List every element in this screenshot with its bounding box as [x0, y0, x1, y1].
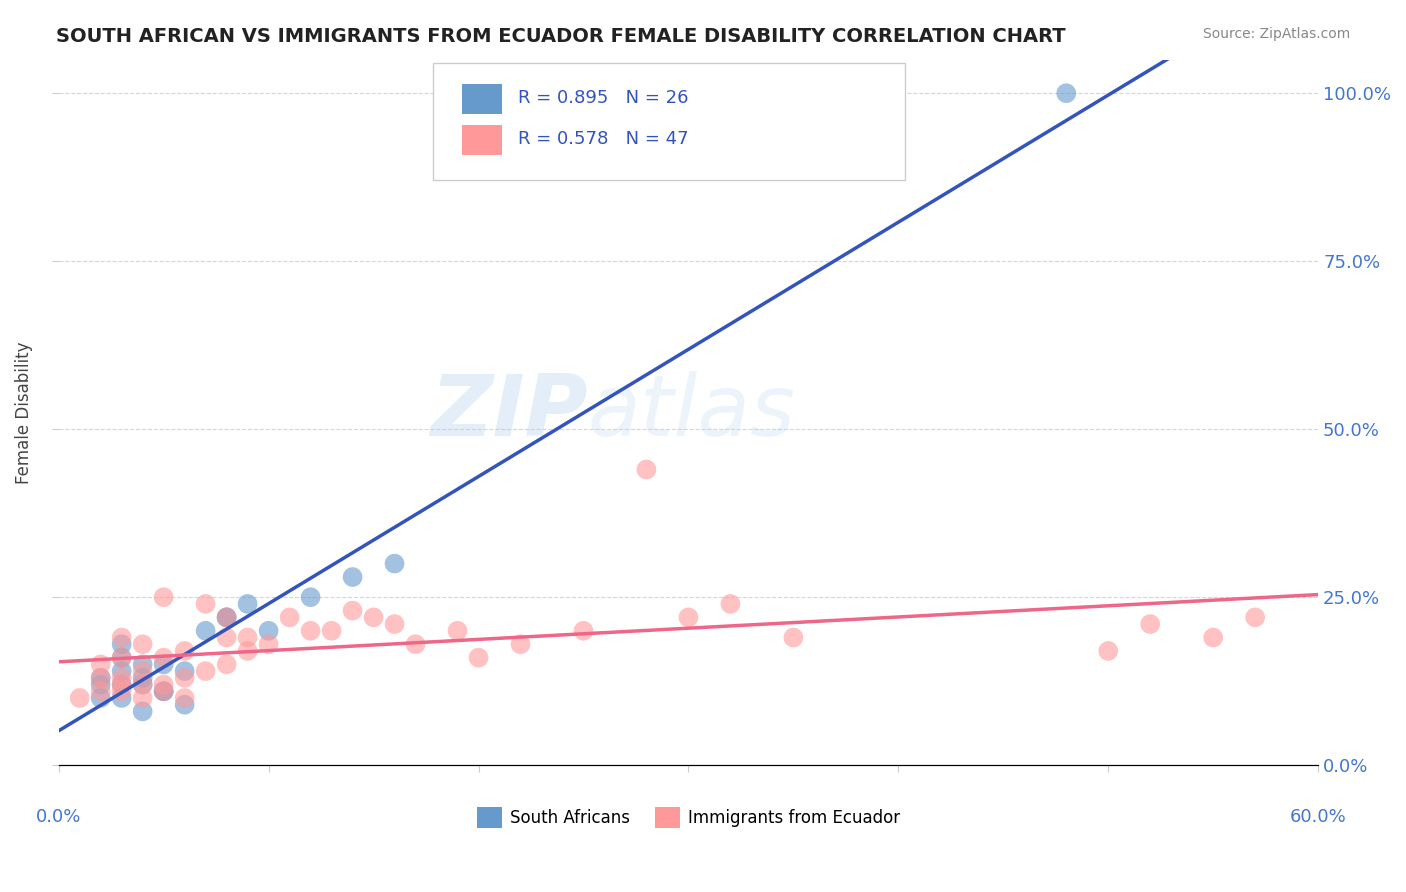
Point	[131, 705, 153, 719]
Point	[152, 677, 174, 691]
Point	[467, 650, 489, 665]
Point	[363, 610, 385, 624]
Point	[215, 610, 238, 624]
Point	[215, 610, 238, 624]
Text: R = 0.578   N = 47: R = 0.578 N = 47	[519, 130, 689, 148]
Point	[131, 671, 153, 685]
Point	[194, 624, 217, 638]
Point	[90, 657, 112, 672]
Point	[152, 657, 174, 672]
Point	[111, 671, 134, 685]
FancyBboxPatch shape	[433, 63, 905, 179]
Point	[384, 617, 406, 632]
Point	[69, 690, 91, 705]
Bar	[461, 125, 502, 155]
Point	[236, 631, 259, 645]
Point	[111, 637, 134, 651]
Legend: South Africans, Immigrants from Ecuador: South Africans, Immigrants from Ecuador	[470, 801, 907, 834]
Point	[1054, 86, 1077, 100]
Point	[782, 631, 804, 645]
Point	[131, 677, 153, 691]
Point	[111, 631, 134, 645]
Point	[111, 677, 134, 691]
Text: 0.0%: 0.0%	[37, 807, 82, 825]
Point	[152, 650, 174, 665]
Point	[405, 637, 427, 651]
Point	[173, 644, 195, 658]
Text: SOUTH AFRICAN VS IMMIGRANTS FROM ECUADOR FEMALE DISABILITY CORRELATION CHART: SOUTH AFRICAN VS IMMIGRANTS FROM ECUADOR…	[56, 27, 1066, 45]
Bar	[461, 85, 502, 114]
Point	[131, 657, 153, 672]
Point	[152, 684, 174, 698]
Point	[131, 664, 153, 678]
Point	[111, 650, 134, 665]
Point	[111, 684, 134, 698]
Point	[446, 624, 468, 638]
Point	[678, 610, 700, 624]
Text: atlas: atlas	[588, 371, 796, 454]
Point	[236, 644, 259, 658]
Point	[1202, 631, 1225, 645]
Point	[131, 677, 153, 691]
Point	[90, 677, 112, 691]
Point	[342, 604, 364, 618]
Point	[194, 597, 217, 611]
Point	[173, 671, 195, 685]
Text: 60.0%: 60.0%	[1289, 807, 1347, 825]
Y-axis label: Female Disability: Female Disability	[15, 341, 32, 483]
Point	[131, 637, 153, 651]
Point	[194, 664, 217, 678]
Point	[111, 677, 134, 691]
Point	[215, 610, 238, 624]
Point	[384, 557, 406, 571]
Point	[278, 610, 301, 624]
Point	[321, 624, 343, 638]
Point	[1097, 644, 1119, 658]
Text: R = 0.895   N = 26: R = 0.895 N = 26	[519, 89, 689, 107]
Point	[90, 671, 112, 685]
Text: Source: ZipAtlas.com: Source: ZipAtlas.com	[1202, 27, 1350, 41]
Point	[90, 684, 112, 698]
Point	[1244, 610, 1267, 624]
Point	[111, 690, 134, 705]
Point	[718, 597, 741, 611]
Point	[509, 637, 531, 651]
Text: ZIP: ZIP	[430, 371, 588, 454]
Point	[215, 631, 238, 645]
Point	[152, 590, 174, 604]
Point	[257, 637, 280, 651]
Point	[257, 624, 280, 638]
Point	[173, 690, 195, 705]
Point	[236, 597, 259, 611]
Point	[90, 690, 112, 705]
Point	[131, 690, 153, 705]
Point	[173, 664, 195, 678]
Point	[1139, 617, 1161, 632]
Point	[215, 657, 238, 672]
Point	[173, 698, 195, 712]
Point	[152, 684, 174, 698]
Point	[299, 590, 322, 604]
Point	[152, 684, 174, 698]
Point	[111, 650, 134, 665]
Point	[572, 624, 595, 638]
Point	[90, 671, 112, 685]
Point	[636, 462, 658, 476]
Point	[299, 624, 322, 638]
Point	[342, 570, 364, 584]
Point	[111, 664, 134, 678]
